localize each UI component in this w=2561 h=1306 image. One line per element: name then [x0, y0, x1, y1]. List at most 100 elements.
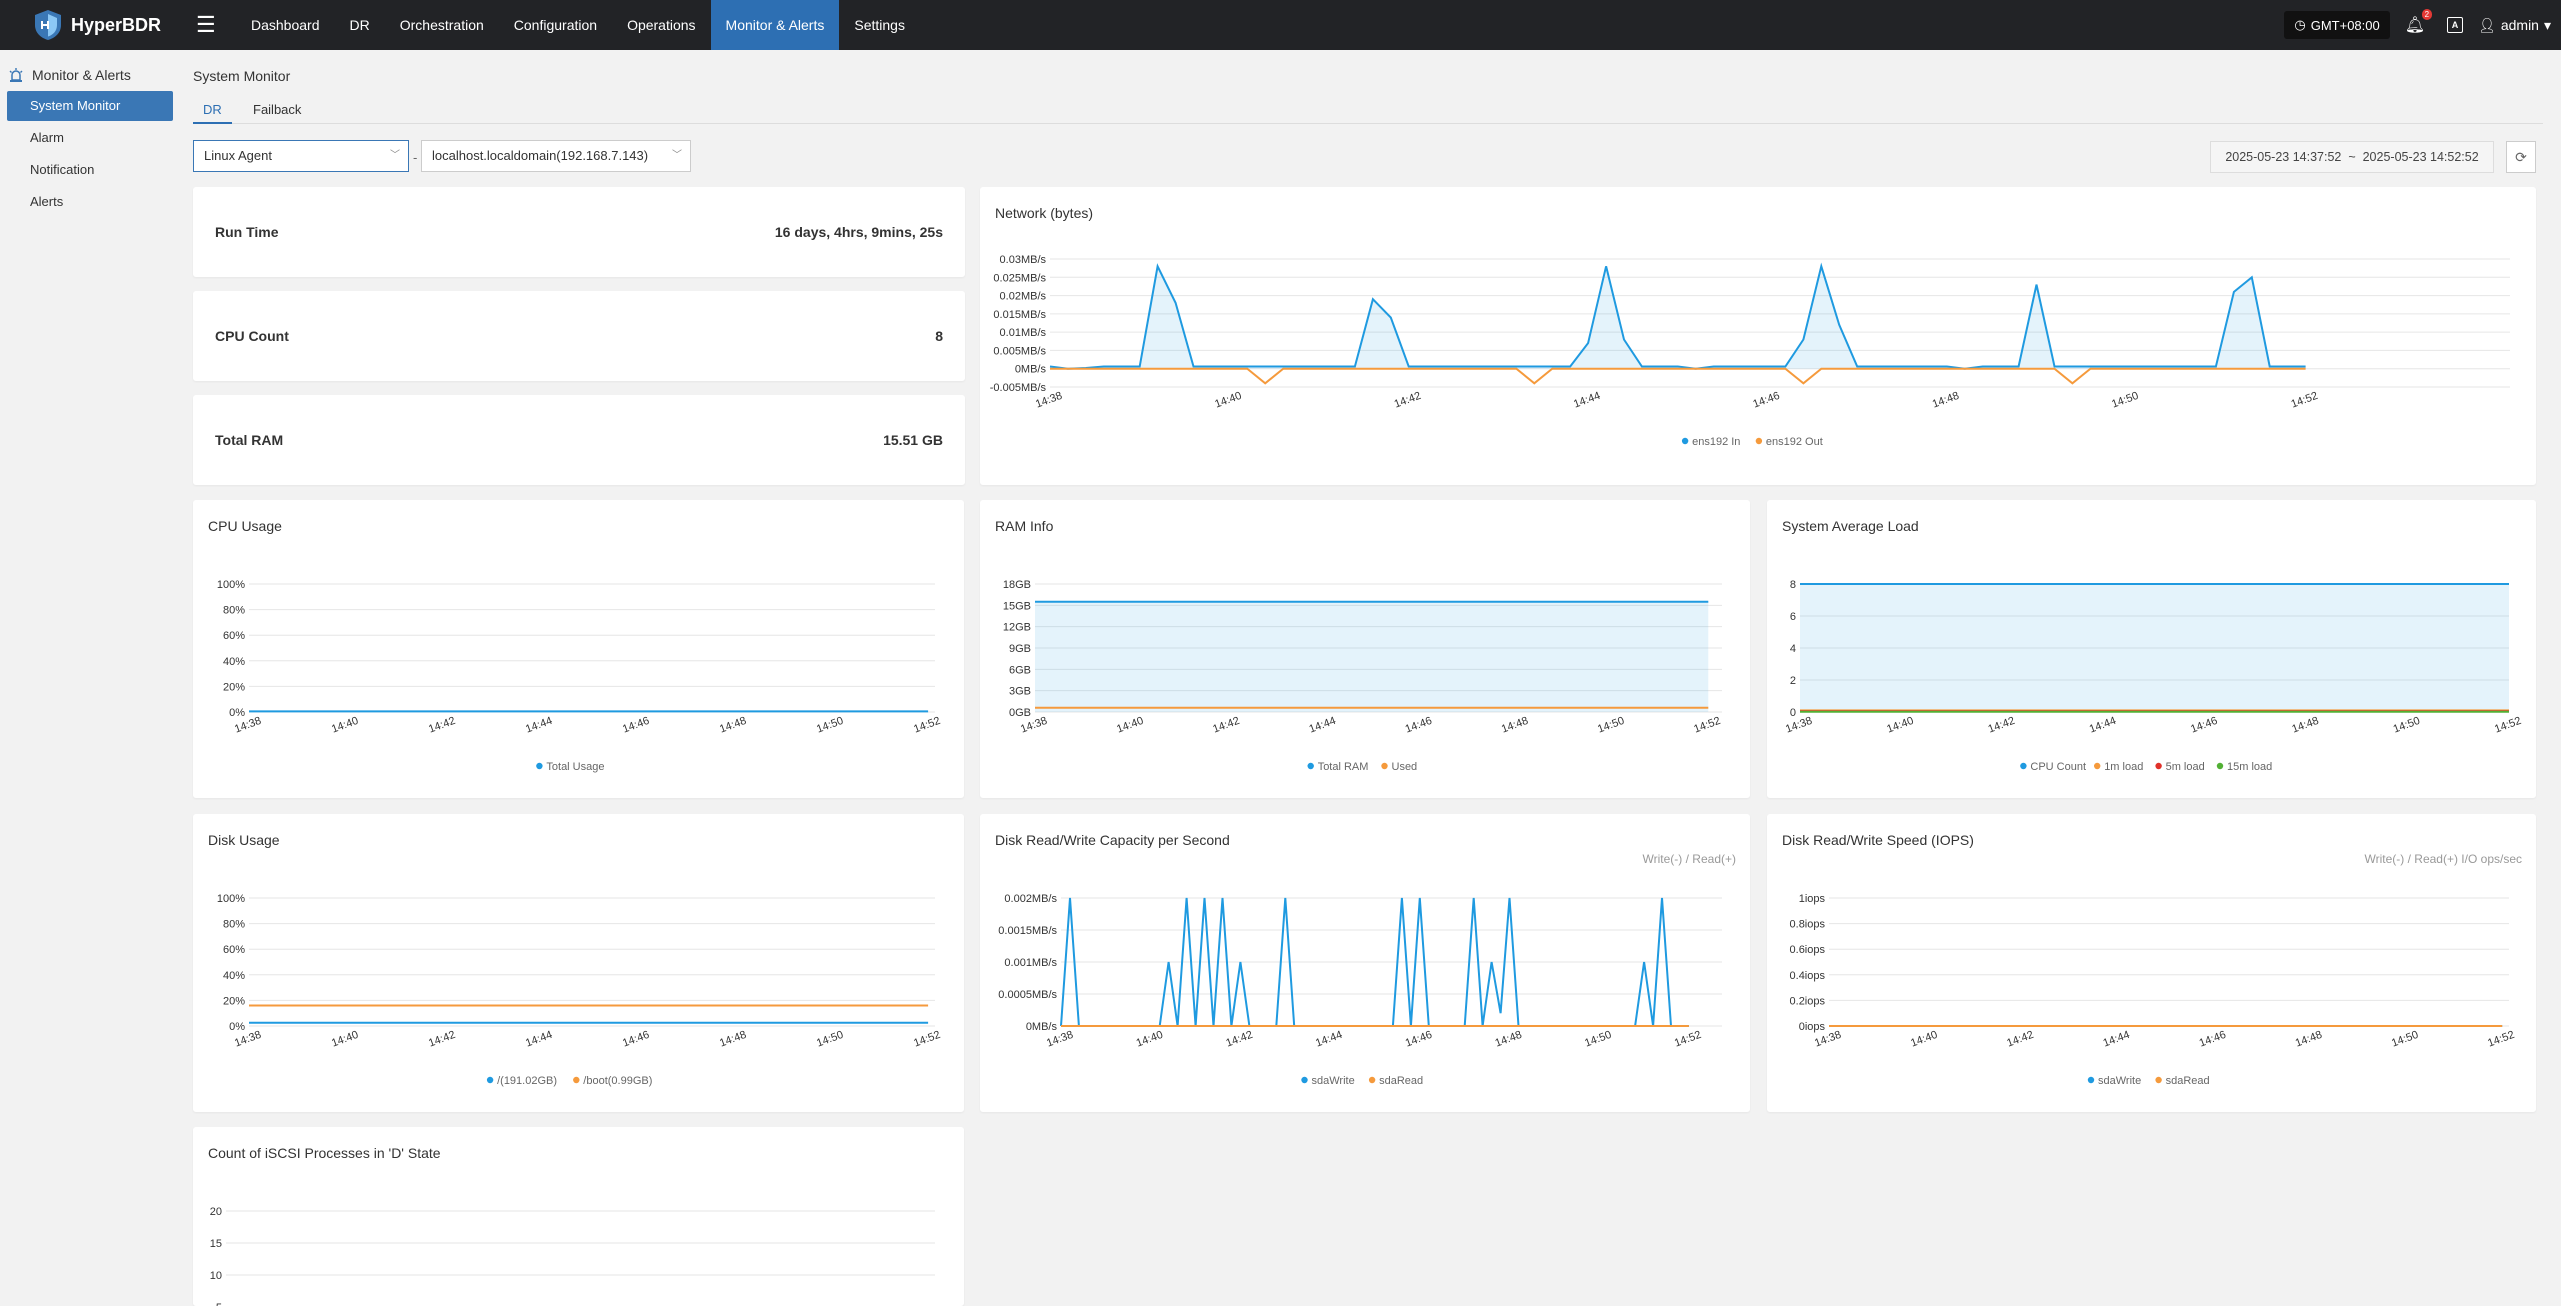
legend-label[interactable]: /boot(0.99GB) [583, 1075, 652, 1087]
legend-label[interactable]: sdaRead [1379, 1075, 1423, 1087]
y-tick-label: 0.001MB/s [1004, 957, 1057, 969]
sidebar-item-notification[interactable]: Notification [30, 162, 95, 177]
y-tick-label: 80% [223, 605, 245, 617]
iscsi-chart: 20 15 10 5 [210, 1206, 935, 1306]
language-icon[interactable]: A [2447, 17, 2464, 33]
legend-label[interactable]: Used [1392, 761, 1418, 773]
y-tick-label: 100% [217, 893, 245, 905]
x-tick-label: 14:48 [718, 715, 748, 736]
y-tick-label: 0.015MB/s [993, 309, 1046, 321]
host-select[interactable]: localhost.localdomain(192.168.7.143) ﹀ [421, 140, 691, 172]
legend-label[interactable]: sdaWrite [1312, 1075, 1355, 1087]
legend-label[interactable]: ens192 Out [1766, 436, 1823, 448]
legend-label[interactable]: Total RAM [1318, 761, 1369, 773]
bell-icon[interactable]: 🔔︎ 2 [2405, 9, 2433, 35]
x-tick-label: 14:50 [2392, 715, 2422, 736]
y-tick-label: 0.0005MB/s [998, 989, 1057, 1001]
legend-label[interactable]: sdaRead [2166, 1075, 2210, 1087]
nav-configuration[interactable]: Configuration [513, 17, 598, 33]
y-tick-label: 0iops [1799, 1021, 1826, 1033]
y-tick-label: 18GB [1003, 579, 1031, 591]
sidebar-item-alerts[interactable]: Alerts [30, 194, 64, 209]
y-tick-label: 100% [217, 579, 245, 591]
y-tick-label: 5 [216, 1302, 222, 1306]
y-tick-label: 1iops [1799, 893, 1826, 905]
x-tick-label: 14:52 [2493, 715, 2523, 736]
y-tick-label: 8 [1790, 579, 1796, 591]
x-tick-label: 14:48 [1931, 390, 1961, 411]
y-tick-label: 0.8iops [1790, 919, 1826, 931]
app-name: HyperBDR [71, 14, 162, 35]
cpu-count-card: CPU Count 8 [193, 291, 965, 381]
menu-toggle-icon[interactable]: ☰ [196, 12, 216, 37]
load-chart-title: System Average Load [1782, 518, 1919, 534]
date-end: 2025-05-23 14:52:52 [2362, 150, 2479, 164]
disk-iops-chart: 1iops 0.8iops 0.6iops 0.4iops 0.2iops 0iops 14… [1790, 893, 2517, 1087]
timezone-indicator[interactable]: ◷ GMT+08:00 [2284, 11, 2390, 39]
chevron-down-icon: ﹀ [390, 150, 400, 161]
legend-marker [1307, 762, 1314, 770]
run-time-card: Run Time 16 days, 4hrs, 9mins, 25s [193, 187, 965, 277]
x-tick-label: 14:46 [1751, 390, 1781, 411]
legend-label[interactable]: CPU Count [2030, 761, 2086, 773]
legend-marker [1381, 762, 1388, 770]
legend-marker [2155, 1076, 2162, 1084]
x-tick-label: 14:52 [1692, 715, 1722, 736]
diskrw-chart-title: Disk Read/Write Capacity per Second [995, 832, 1230, 848]
iscsi-chart-title: Count of iSCSI Processes in 'D' State [208, 1145, 441, 1161]
date-range-picker[interactable]: 2025-05-23 14:37:52 ~ 2025-05-23 14:52:5… [2210, 141, 2494, 173]
x-tick-label: 14:40 [330, 715, 360, 736]
cpu-chart-title: CPU Usage [208, 518, 282, 534]
x-tick-label: 14:48 [2294, 1029, 2324, 1050]
tab-failback[interactable]: Failback [253, 102, 302, 117]
y-tick-label: 0.002MB/s [1004, 893, 1057, 905]
logo[interactable]: HyperBDR [33, 9, 183, 41]
username: admin [2500, 17, 2539, 33]
x-tick-label: 14:52 [912, 1029, 942, 1050]
total-ram-card: Total RAM 15.51 GB [193, 395, 965, 485]
x-tick-label: 14:42 [1224, 1029, 1254, 1050]
legend-label[interactable]: 1m load [2104, 761, 2143, 773]
legend-label[interactable]: 5m load [2166, 761, 2205, 773]
user-menu[interactable]: 👤︎ admin ▾ [2478, 17, 2551, 34]
nav-dr[interactable]: DR [349, 17, 370, 33]
x-tick-label: 14:48 [1494, 1029, 1524, 1050]
legend-label[interactable]: /(191.02GB) [497, 1075, 557, 1087]
x-tick-label: 14:50 [815, 1029, 845, 1050]
top-right-tools: ◷ GMT+08:00 🔔︎ 2 A 👤︎ admin ▾ [2284, 0, 2551, 50]
refresh-icon[interactable]: ⟳ [2506, 141, 2536, 173]
series-line-ens192-in[interactable] [1049, 262, 2306, 370]
tab-bar: DR Failback [193, 96, 2543, 124]
legend-label[interactable]: ens192 In [1692, 436, 1740, 448]
legend-marker [2020, 762, 2027, 770]
y-tick-label: 20% [223, 995, 245, 1007]
legend-marker [1368, 1076, 1376, 1084]
disk-iops-card: Disk Read/Write Speed (IOPS) Write(-) / … [1767, 814, 2536, 1112]
sidebar-item-alarm[interactable]: Alarm [30, 130, 64, 145]
nav-monitor-alerts[interactable]: Monitor & Alerts [710, 0, 840, 50]
sidebar-section-header[interactable]: Monitor & Alerts [8, 67, 131, 83]
y-tick-label: 0.0015MB/s [998, 925, 1057, 937]
y-tick-label: 0% [229, 1021, 245, 1033]
disk-usage-card: Disk Usage 100% 80% 60% 40% 20% 0% 14:38 14:40 1… [193, 814, 964, 1112]
legend-label[interactable]: sdaWrite [2098, 1075, 2141, 1087]
y-tick-label: 20 [210, 1206, 222, 1218]
disk-chart-title: Disk Usage [208, 832, 280, 848]
caret-down-icon: ▾ [2543, 16, 2551, 33]
legend-label[interactable]: Total Usage [546, 761, 604, 773]
tab-dr[interactable]: DR [193, 96, 232, 124]
agent-type-select[interactable]: Linux Agent ﹀ [193, 140, 409, 172]
legend-marker [536, 762, 543, 770]
nav-operations[interactable]: Operations [627, 17, 696, 33]
nav-orchestration[interactable]: Orchestration [399, 17, 484, 33]
nav-dashboard[interactable]: Dashboard [251, 17, 320, 33]
y-tick-label: 80% [223, 919, 245, 931]
x-tick-label: 14:50 [815, 715, 845, 736]
y-tick-label: 0.01MB/s [1000, 327, 1047, 339]
legend-label[interactable]: 15m load [2227, 761, 2272, 773]
nav-settings[interactable]: Settings [854, 17, 905, 33]
x-tick-label: 14:40 [330, 1029, 360, 1050]
series-line-ens192-out[interactable] [1050, 367, 2306, 385]
sidebar-item-system-monitor[interactable]: System Monitor [7, 91, 173, 121]
sidebar: Monitor & Alerts System Monitor Alarm No… [0, 50, 180, 1306]
